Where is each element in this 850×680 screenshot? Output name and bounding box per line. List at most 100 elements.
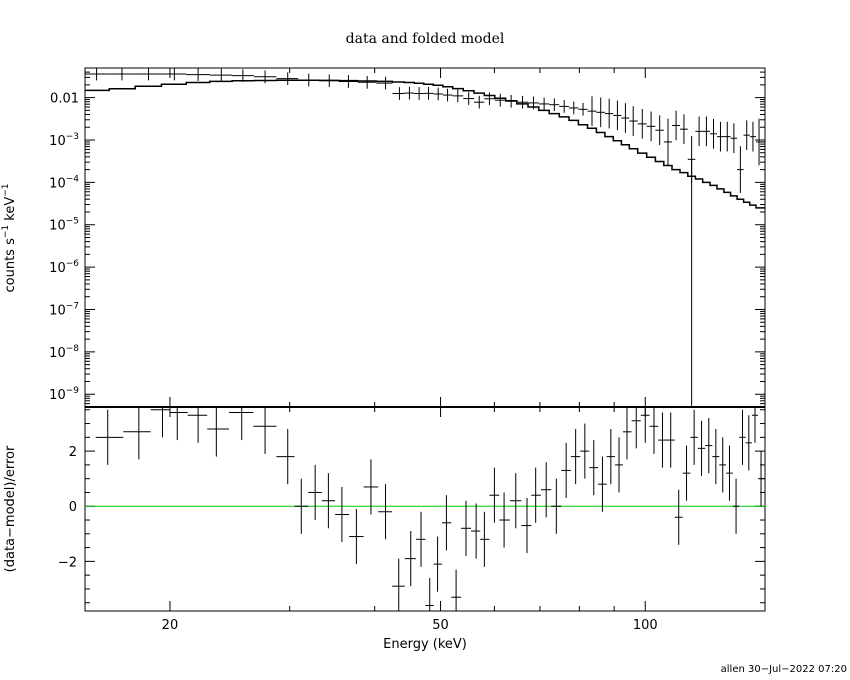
- residual-point: [509, 473, 522, 529]
- residual-layer: [95, 407, 765, 611]
- data-point: [505, 94, 517, 108]
- upper-axis-ticks: 0.01 10−3 10−4 10−5 10−6 10−7 10−8 10−9: [49, 67, 765, 408]
- chart-title: data and folded model: [346, 31, 505, 47]
- data-point: [613, 100, 622, 131]
- residual-point: [169, 407, 188, 441]
- data-point: [723, 121, 731, 152]
- residual-point: [649, 407, 659, 454]
- residual-point: [471, 503, 481, 559]
- residual-point: [561, 442, 571, 498]
- data-point: [528, 96, 539, 110]
- data-point: [85, 67, 110, 81]
- y-tick-label: 10−5: [49, 217, 79, 234]
- residual-point: [712, 429, 720, 485]
- data-point: [473, 95, 485, 109]
- residual-point: [294, 478, 309, 534]
- residual-point: [540, 462, 552, 518]
- residual-point: [229, 407, 254, 441]
- data-point: [549, 98, 560, 112]
- data-point: [414, 87, 424, 100]
- data-point: [596, 97, 605, 128]
- data-point: [730, 123, 738, 154]
- data-point: [209, 68, 233, 82]
- data-point: [135, 67, 162, 81]
- data-point: [433, 87, 443, 101]
- data-point: [494, 93, 506, 107]
- data-point: [646, 111, 656, 142]
- data-point: [452, 89, 464, 103]
- residual-point: [640, 407, 650, 443]
- residual-point: [682, 445, 691, 501]
- residual-point: [551, 478, 562, 534]
- y-tick-label: 10−7: [49, 301, 79, 318]
- y-tick-label: 10−8: [49, 344, 79, 361]
- data-point: [672, 110, 681, 141]
- residual-point: [606, 429, 615, 485]
- data-point: [442, 88, 453, 102]
- residual-point: [392, 558, 405, 611]
- y-tick-label: 0.01: [50, 92, 79, 107]
- data-point: [621, 103, 630, 133]
- model-layer: [85, 79, 765, 209]
- residual-point: [570, 429, 581, 485]
- residual-point: [95, 409, 124, 465]
- residual-point: [751, 407, 759, 443]
- residual-point: [521, 497, 532, 554]
- data-point: [319, 74, 339, 88]
- residual-point: [378, 484, 393, 540]
- data-point: [663, 118, 673, 166]
- residual-point: [726, 445, 733, 501]
- data-point: [253, 70, 277, 84]
- residual-point: [253, 407, 277, 454]
- data-point: [423, 87, 434, 100]
- y-tick-label: 10−3: [49, 132, 79, 149]
- data-point: [276, 72, 299, 86]
- x-axis-label: Energy (keV): [383, 637, 467, 652]
- data-point: [709, 118, 717, 149]
- data-point: [716, 121, 724, 152]
- residual-point: [425, 577, 434, 611]
- residual-point: [321, 473, 336, 529]
- data-point: [538, 97, 550, 111]
- residual-point: [461, 500, 472, 556]
- residual-point: [480, 511, 490, 567]
- residual-point: [690, 409, 698, 465]
- y-tick-label: 0: [69, 500, 77, 515]
- residual-point: [758, 451, 765, 507]
- data-point: [463, 92, 474, 105]
- footer-stamp: allen 30−Jul−2022 07:20: [721, 664, 847, 675]
- residual-point: [433, 536, 442, 592]
- y-tick-label: 10−4: [49, 174, 79, 191]
- upper-panel-frame: [84, 67, 766, 408]
- residual-point: [589, 440, 599, 496]
- residual-point: [123, 407, 151, 460]
- data-point: [604, 98, 614, 129]
- upper-y-axis-label: counts s−1 keV−1: [1, 183, 18, 292]
- model-step-line: [85, 79, 765, 209]
- x-tick-label: 50: [432, 618, 449, 633]
- residual-point: [187, 407, 208, 443]
- data-point: [232, 69, 254, 83]
- residual-point: [349, 509, 364, 565]
- data-point: [516, 95, 529, 109]
- residual-point: [207, 407, 230, 457]
- data-point: [578, 102, 588, 116]
- residual-point: [308, 464, 322, 521]
- y-tick-label: 2: [69, 445, 77, 460]
- data-point: [655, 115, 664, 146]
- residual-point: [499, 492, 510, 548]
- data-point: [376, 76, 393, 90]
- data-point: [695, 116, 703, 147]
- residual-point: [719, 437, 727, 493]
- x-tick-label: 100: [633, 618, 658, 633]
- residual-point: [276, 429, 295, 485]
- residual-point: [705, 418, 713, 474]
- residual-point: [745, 415, 752, 471]
- residual-point: [489, 467, 500, 523]
- data-point: [743, 120, 750, 150]
- data-point: [109, 67, 136, 81]
- residual-point: [580, 423, 590, 479]
- residual-point: [363, 459, 379, 515]
- residual-point: [697, 420, 706, 476]
